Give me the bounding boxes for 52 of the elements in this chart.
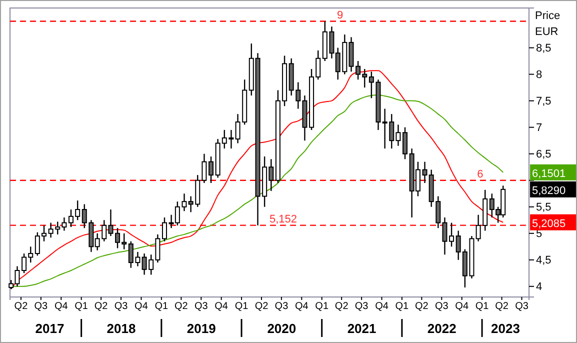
x-tick-label: Q3 <box>34 301 48 312</box>
x-tick-label: Q1 <box>74 301 88 312</box>
x-tick-label: Q4 <box>134 301 148 312</box>
candlestick <box>162 216 167 242</box>
x-tick-label: Q2 <box>495 301 509 312</box>
x-tick-label: Q2 <box>254 301 269 312</box>
ref-line-label: 5,152 <box>270 213 298 226</box>
annotation: 5,8290 <box>532 184 566 197</box>
ref-line-label: 6 <box>477 168 484 180</box>
y-tick-label: 7,5 <box>536 95 552 108</box>
x-tick-label: Q1 <box>475 301 490 312</box>
x2-tick-label: 2019 <box>186 321 216 336</box>
y-tick-label: 4 <box>536 280 542 293</box>
candlestick <box>208 156 214 184</box>
x-tick-label: Q3 <box>354 301 369 312</box>
annotation: 5,2085 <box>532 218 566 230</box>
x-tick-label: Q3 <box>515 301 529 312</box>
x-tick-label: Q1 <box>315 301 329 312</box>
x-tick-label: Q3 <box>114 301 128 312</box>
x-tick-label: Q1 <box>234 301 249 312</box>
y-tick-label: 6,5 <box>536 148 552 160</box>
x-tick-label: Q2 <box>14 301 28 312</box>
y-tick-label: 7 <box>536 122 542 134</box>
x-tick-label: Q4 <box>375 301 389 312</box>
x-tick-label: Q3 <box>434 301 449 312</box>
x-tick-label: Q3 <box>194 301 208 312</box>
y-axis-title: Price EUR <box>535 10 560 38</box>
ref-line-label: 9 <box>336 9 344 22</box>
x-tick-label: Q2 <box>174 301 188 312</box>
x2-tick-label: 2018 <box>106 321 136 336</box>
x-tick-label: Q2 <box>334 301 349 312</box>
x-tick-label: Q1 <box>395 301 410 312</box>
x-tick-label: Q1 <box>154 301 169 312</box>
x2-tick-label: 2023 <box>491 321 520 336</box>
candlestick <box>402 126 408 160</box>
x-tick-label: Q3 <box>274 301 289 312</box>
x-tick-label: Q2 <box>94 301 108 312</box>
x2-tick-label: 2017 <box>35 321 64 336</box>
x-tick-label: Q4 <box>214 301 228 312</box>
y-tick-label: 4,5 <box>536 254 552 266</box>
x2-tick-label: 2022 <box>427 321 456 336</box>
y-tick-label: 8 <box>536 68 542 81</box>
y-tick-label: 5,5 <box>536 201 552 214</box>
x2-tick-label: 2021 <box>347 321 376 336</box>
x-tick-label: Q4 <box>455 301 469 312</box>
candlestick <box>449 222 454 248</box>
y-tick-label: 8,5 <box>536 42 552 54</box>
x-tick-label: Q4 <box>294 301 309 312</box>
x-tick-label: Q4 <box>54 301 68 312</box>
annotation: 6,1501 <box>532 168 566 180</box>
x-tick-label: Q2 <box>415 301 429 312</box>
x2-tick-label: 2020 <box>267 321 296 336</box>
